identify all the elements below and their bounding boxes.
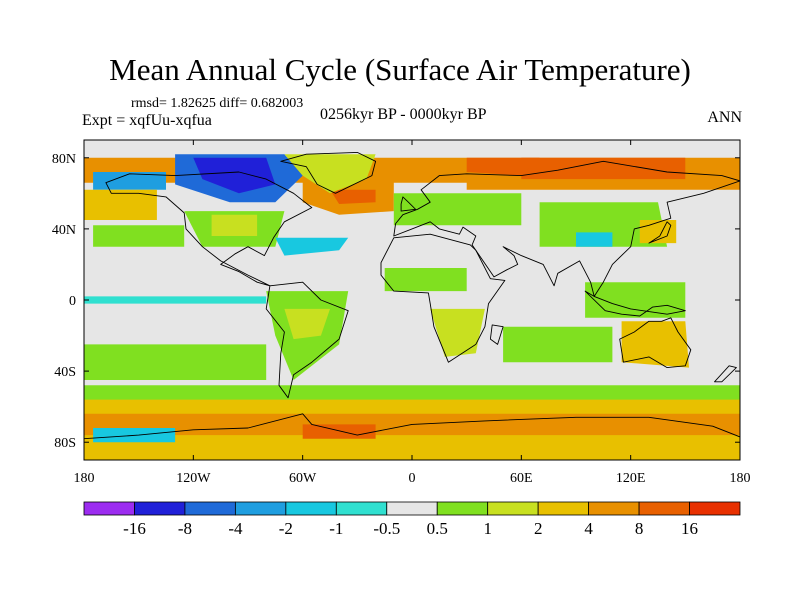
period-text: 0256kyr BP - 0000kyr BP xyxy=(320,106,487,123)
coast-new-zealand xyxy=(714,365,737,383)
colorbar-swatch xyxy=(234,501,287,516)
x-tick-label: 60W xyxy=(289,471,317,486)
coast-madagascar xyxy=(489,324,504,345)
coast-uk xyxy=(400,196,417,212)
colorbar-swatch xyxy=(487,501,539,516)
x-tick-label: 120W xyxy=(176,471,211,486)
region-europe-green xyxy=(393,193,522,226)
region-north-atlantic-strong xyxy=(330,189,376,204)
region-australia xyxy=(621,321,689,368)
region-alaska-cool xyxy=(93,172,166,190)
region-maritime-green xyxy=(585,282,686,318)
colorbar-label: 2 xyxy=(534,519,543,538)
colorbar-swatch xyxy=(537,501,590,516)
region-south-pacific-green xyxy=(84,344,267,380)
coast-africa xyxy=(380,233,506,363)
chart-title: Mean Annual Cycle (Surface Air Temperatu… xyxy=(109,52,691,87)
coast-greenland xyxy=(280,151,377,194)
region-siberia-warm xyxy=(521,157,686,180)
region-antarctic-coast xyxy=(84,413,740,439)
region-barents-strong xyxy=(466,157,540,176)
coast-south-america xyxy=(265,281,349,399)
region-southern-ocean-band xyxy=(84,385,740,404)
colorbar-swatch xyxy=(436,501,489,516)
x-tick-label: 120E xyxy=(616,471,646,486)
coast-indonesia xyxy=(584,290,686,317)
colorbar-swatch xyxy=(638,501,690,516)
region-southern-ocean-yellow xyxy=(84,399,740,418)
season-text: ANN xyxy=(707,109,742,126)
region-us-yellow xyxy=(211,214,258,236)
x-tick-label: 180 xyxy=(730,471,751,486)
y-tick-label: 0 xyxy=(69,294,76,309)
colorbar: -16 -8 -4 -2 -1 -0.5 0.5 1 2 4 8 16 xyxy=(83,501,741,538)
colorbar-label: 0.5 xyxy=(427,519,448,538)
colorbar-label: -4 xyxy=(228,519,243,538)
anomaly-regions xyxy=(84,154,740,460)
region-weddell-warm xyxy=(302,424,376,439)
experiment-text: Expt = xqfUu-xqfua xyxy=(82,112,212,129)
region-greenland xyxy=(284,154,376,194)
colorbar-label: -2 xyxy=(279,519,293,538)
x-tick-label: 60E xyxy=(510,471,533,486)
region-southern-africa xyxy=(430,308,485,357)
colorbar-swatch xyxy=(335,501,388,516)
colorbar-label: 16 xyxy=(681,519,698,538)
region-asia-cool xyxy=(576,232,613,247)
colorbar-label: -16 xyxy=(123,519,146,538)
y-tick-label: 80S xyxy=(54,436,76,451)
colorbar-label: -8 xyxy=(178,519,192,538)
region-north-pacific xyxy=(84,189,157,220)
region-asia-green xyxy=(539,202,668,247)
region-canada-colder xyxy=(193,157,276,194)
region-sahel-green xyxy=(384,268,467,292)
colorbar-label: 4 xyxy=(584,519,593,538)
coast-australia xyxy=(619,317,692,369)
colorbar-swatch xyxy=(386,501,438,516)
coast-antarctica xyxy=(84,413,740,460)
region-south-america-yellow xyxy=(284,308,330,340)
region-atlantic-cool xyxy=(275,237,349,256)
coast-europe-asia xyxy=(393,160,740,297)
colorbar-swatch xyxy=(285,501,337,516)
stats-text: rmsd= 1.82625 diff= 0.682003 xyxy=(131,96,304,111)
region-indian-ocean-green xyxy=(503,326,613,363)
x-tick-label: 180 xyxy=(74,471,95,486)
region-antarctic-interior xyxy=(84,435,740,460)
y-tick-label: 40S xyxy=(54,365,76,380)
region-pacific-equator-cool xyxy=(84,296,267,304)
coast-japan xyxy=(648,221,672,244)
coast-north-america xyxy=(105,171,313,287)
colorbar-swatch xyxy=(689,501,741,516)
y-tick-label: 80N xyxy=(52,152,76,167)
colorbar-label: 8 xyxy=(635,519,644,538)
colorbar-swatch xyxy=(83,501,135,516)
colorbar-label: -1 xyxy=(329,519,343,538)
colorbar-swatch xyxy=(134,501,186,516)
coastlines xyxy=(84,151,740,460)
region-pacific-green xyxy=(93,225,185,247)
colorbar-swatch xyxy=(588,501,640,516)
colorbar-label: 1 xyxy=(483,519,492,538)
region-japan xyxy=(639,220,677,244)
y-tick-label: 40N xyxy=(52,223,76,238)
x-tick-label: 0 xyxy=(409,471,416,486)
colorbar-swatch xyxy=(184,501,236,516)
axis-ticks: 180 120W 60W 0 60E 120E 180 80N 40N 0 40S 80S xyxy=(52,140,751,486)
colorbar-label: -0.5 xyxy=(373,519,400,538)
